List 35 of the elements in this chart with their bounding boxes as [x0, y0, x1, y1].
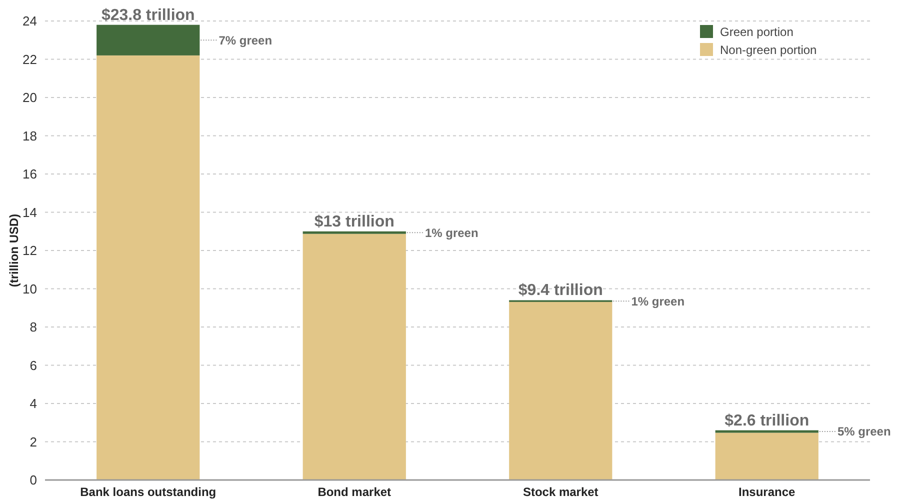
- legend-label: Green portion: [720, 25, 794, 40]
- y-axis-title: (trillion USD): [7, 214, 21, 288]
- total-label: $2.6 trillion: [724, 412, 810, 430]
- bar: [715, 430, 818, 433]
- y-tick-label: 18: [22, 128, 37, 144]
- y-tick-label: 0: [30, 472, 37, 488]
- y-tick-label: 4: [30, 396, 37, 412]
- x-tick-label: Insurance: [738, 485, 796, 499]
- y-tick-label: 12: [22, 243, 37, 258]
- bar: [302, 231, 406, 234]
- total-label: $9.4 trillion: [518, 282, 603, 300]
- total-label: $13 trillion: [314, 213, 394, 230]
- x-tick-label: Stock market: [522, 485, 598, 499]
- annotation: 7% green: [218, 33, 272, 48]
- total-label: $23.8 trillion: [101, 6, 195, 24]
- y-tick-label: 22: [22, 52, 37, 67]
- bar: [509, 302, 612, 480]
- y-tick-label: 16: [22, 166, 37, 182]
- annotation: 5% green: [837, 424, 891, 439]
- x-tick-label: Bond market: [318, 485, 392, 499]
- x-tick-label: Bank loans outstanding: [80, 485, 216, 499]
- bar: [302, 234, 406, 480]
- y-tick-label: 6: [30, 358, 37, 373]
- y-tick-label: 2: [30, 434, 37, 450]
- bar: [96, 24, 200, 56]
- y-tick-label: 24: [22, 14, 37, 29]
- bar: [715, 432, 818, 480]
- y-tick-label: 14: [22, 204, 37, 220]
- y-tick-label: 10: [22, 281, 37, 296]
- annotation: 1% green: [631, 294, 685, 308]
- y-tick-label: 8: [30, 320, 37, 335]
- bar: [96, 55, 200, 480]
- y-tick-label: 20: [22, 90, 37, 106]
- legend-label: Non-green portion: [720, 43, 817, 58]
- annotation: 1% green: [424, 226, 478, 240]
